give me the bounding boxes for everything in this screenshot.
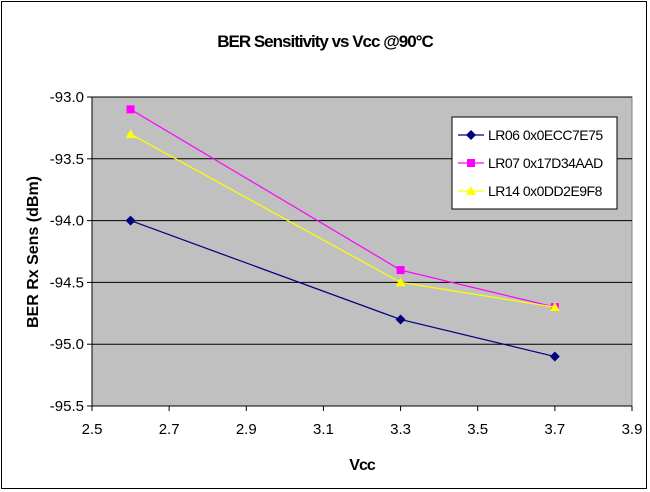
x-tick-label-3: 3.1 [313, 421, 334, 438]
y-tick-label-4: -95.0 [50, 336, 84, 353]
x-tick-label-4: 3.3 [390, 421, 411, 438]
series-layer [125, 105, 560, 362]
data-point-1-1 [396, 266, 405, 275]
x-axis-title: Vcc [349, 457, 376, 474]
y-tick-label-2: -94.0 [50, 213, 84, 230]
legend-marker-2 [466, 186, 476, 195]
legend-marker-1 [467, 159, 475, 167]
data-point-0-1 [395, 314, 406, 325]
chart-title: BER Sensitivity vs Vcc @90°C [217, 32, 434, 51]
data-point-2-0 [125, 129, 136, 139]
legend-label-1: LR07 0x17D34AAD [488, 155, 603, 171]
legend-marker-0 [466, 130, 476, 140]
y-tick-label-5: -95.5 [50, 398, 84, 415]
y-tick-label-0: -93.0 [50, 89, 84, 106]
y-tick-label-3: -94.5 [50, 274, 84, 291]
series-0 [125, 215, 560, 362]
x-tick-label-7: 3.9 [622, 421, 643, 438]
x-tick-label-2: 2.9 [236, 421, 257, 438]
legend-item-2: LR14 0x0DD2E9F8 [458, 183, 603, 199]
y-axis-title: BER Rx Sens (dBm) [25, 176, 42, 328]
y-tick-label-1: -93.5 [50, 151, 84, 168]
x-tick-label-5: 3.5 [467, 421, 488, 438]
legend-label-0: LR06 0x0ECC7E75 [488, 127, 603, 143]
x-tick-label-1: 2.7 [159, 421, 180, 438]
legend-item-0: LR06 0x0ECC7E75 [458, 127, 604, 143]
data-point-0-2 [549, 351, 560, 362]
data-point-2-2 [549, 302, 560, 312]
series-2 [125, 129, 560, 312]
legend-label-2: LR14 0x0DD2E9F8 [488, 183, 603, 199]
data-point-1-0 [126, 105, 135, 114]
x-tick-label-0: 2.5 [82, 421, 103, 438]
axes [87, 96, 633, 411]
data-point-0-0 [125, 215, 136, 226]
legend-item-1: LR07 0x17D34AAD [458, 155, 604, 171]
legend: LR06 0x0ECC7E75 LR07 0x17D34AAD LR14 0x0DD… [451, 116, 618, 210]
x-tick-label-6: 3.7 [544, 421, 565, 438]
data-point-2-1 [395, 277, 406, 287]
tick-labels: -93.0 -93.5 -94.0 -94.5 -95.0 -95.5 2.5 2.7 2.9 3… [50, 89, 643, 438]
